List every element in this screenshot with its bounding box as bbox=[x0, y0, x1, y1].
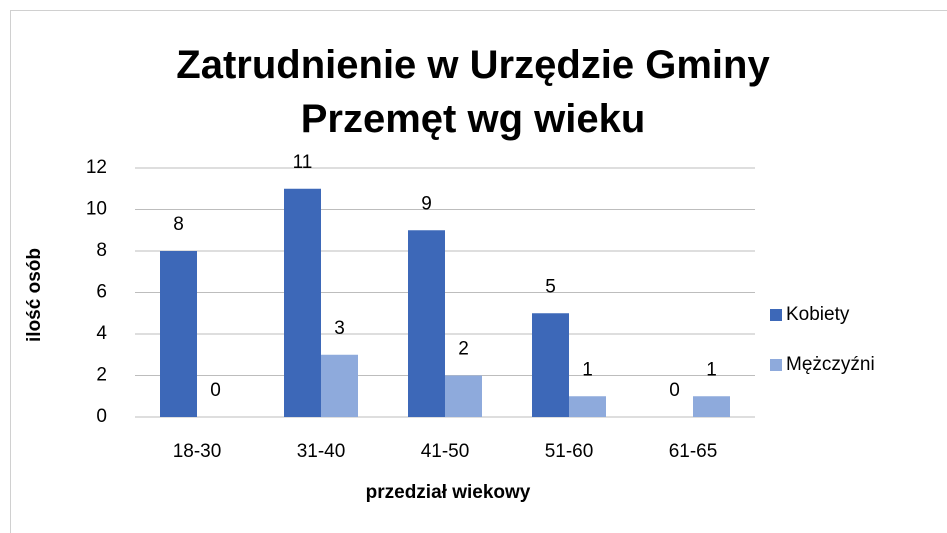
bar bbox=[569, 396, 606, 417]
bar bbox=[284, 188, 321, 417]
y-tick-label: 0 bbox=[96, 406, 107, 427]
y-tick-label: 10 bbox=[86, 199, 107, 220]
y-tick-label: 4 bbox=[96, 323, 107, 344]
x-axis-label: przedział wiekowy bbox=[366, 482, 531, 503]
chart-title: Zatrudnienie w Urzędzie Gminy Przemęt wg… bbox=[176, 43, 770, 141]
data-label: 0 bbox=[210, 380, 221, 401]
frame bbox=[10, 10, 947, 533]
data-label: 11 bbox=[293, 152, 313, 173]
data-label: 9 bbox=[421, 193, 432, 214]
data-label: 8 bbox=[173, 214, 184, 235]
x-tick-label: 31-40 bbox=[297, 441, 346, 462]
data-label: 0 bbox=[669, 380, 680, 401]
bar bbox=[445, 375, 482, 417]
y-tick-label: 2 bbox=[96, 365, 107, 386]
bar bbox=[160, 251, 197, 417]
legend-swatch bbox=[770, 359, 782, 371]
legend-swatch bbox=[770, 309, 782, 321]
legend-label: Kobiety bbox=[786, 304, 850, 325]
data-label: 2 bbox=[458, 339, 469, 360]
x-tick-label: 41-50 bbox=[421, 441, 470, 462]
data-label: 1 bbox=[582, 359, 593, 380]
x-tick-label: 18-30 bbox=[173, 441, 222, 462]
x-tick-label: 51-60 bbox=[545, 441, 594, 462]
data-label: 1 bbox=[706, 359, 717, 380]
y-tick-label: 8 bbox=[96, 240, 107, 261]
bar bbox=[693, 396, 730, 417]
y-tick-label: 6 bbox=[96, 282, 107, 303]
data-label: 3 bbox=[334, 318, 345, 339]
bar bbox=[532, 313, 569, 417]
y-axis-label: ilość osób bbox=[24, 248, 45, 342]
bar bbox=[321, 354, 358, 417]
legend-label: Mężczyźni bbox=[786, 354, 875, 375]
x-tick-label: 61-65 bbox=[669, 441, 718, 462]
y-tick-label: 12 bbox=[86, 157, 107, 178]
data-label: 5 bbox=[545, 276, 556, 297]
bar bbox=[408, 230, 445, 417]
